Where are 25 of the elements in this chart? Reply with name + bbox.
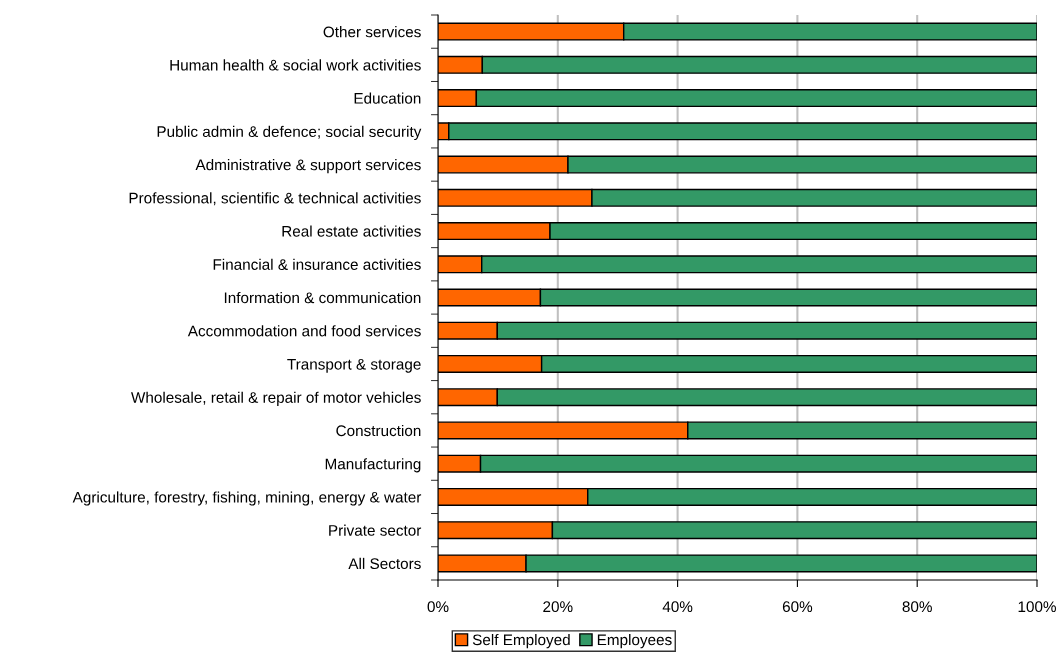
y-tick-label: Financial & insurance activities [213,258,421,270]
y-tick-label: Accommodation and food services [187,325,421,337]
y-tick-label: All Sectors [348,557,421,570]
x-tick-label: 20% [543,601,573,613]
x-tick-label: 60% [782,601,813,613]
y-tick-label: Public admin & defence; social security [157,125,422,141]
y-tick-label: Transport & storage [287,358,421,373]
y-tick-label: Real estate activities [282,225,421,237]
y-tick-label: Information & communication [224,291,421,304]
y-tick-label: Construction [336,424,421,437]
y-tick-label: Education [354,92,421,104]
x-tick-label: 80% [902,601,932,613]
x-tick-label: 40% [662,601,693,613]
y-tick-label: Wholesale, retail & repair of motor vehicles [131,391,421,406]
legend-label: Employees [597,633,672,649]
y-tick-label: Agriculture, forestry, fishing, mining, energy & water [72,491,422,506]
y-tick-label: Professional, scientific & technical activities [129,192,421,206]
y-tick-label: Private sector [329,524,422,536]
y-tick-label: Administrative & support services [195,159,421,174]
legend-label: Self Employed [472,633,570,649]
y-tick-label: Other services [323,26,421,38]
y-tick-label: Human health & social work activities [170,59,421,71]
x-tick-label: 100% [1018,601,1056,613]
y-tick-label: Manufacturing [325,458,421,473]
x-tick-label: 0% [427,601,449,613]
